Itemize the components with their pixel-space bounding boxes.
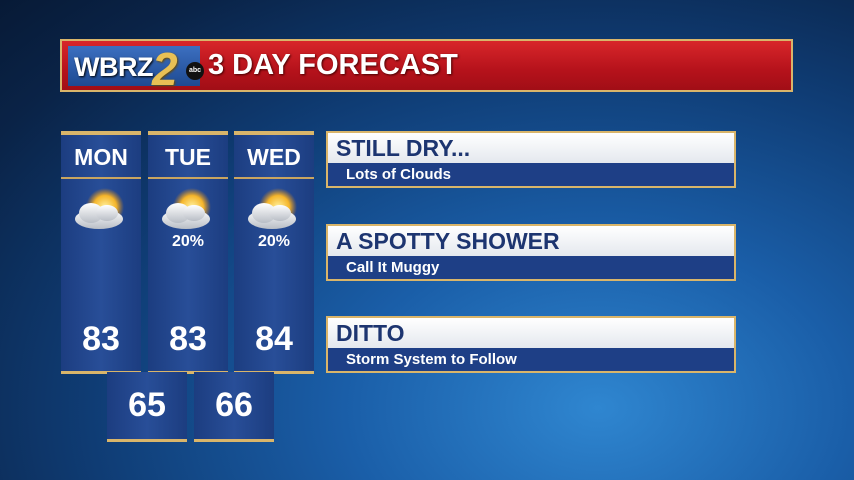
- logo-number: 2: [152, 43, 178, 95]
- day-label: WED: [234, 135, 314, 179]
- high-temp: 83: [169, 320, 207, 358]
- day-column-tue: TUE 20% 83: [148, 131, 228, 374]
- forecast-header: WBRZ 2 abc 3 DAY FORECAST: [60, 39, 793, 95]
- low-temp-tue: 66: [194, 372, 274, 442]
- precip-chance: 20%: [257, 233, 291, 250]
- forecast-panel-1: STILL DRY... Lots of Clouds: [326, 131, 736, 188]
- forecast-panel-2: A SPOTTY SHOWER Call It Muggy: [326, 224, 736, 281]
- day-column-mon: MON 83: [61, 131, 141, 374]
- partly-cloudy-icon: [248, 188, 297, 229]
- panel-headline: STILL DRY...: [336, 135, 471, 161]
- panel-subtext: Call It Muggy: [346, 259, 440, 276]
- precip-chance: 20%: [171, 233, 205, 250]
- panel-headline: DITTO: [336, 320, 405, 346]
- partly-cloudy-icon: [162, 188, 211, 229]
- station-logo: WBRZ 2 abc: [68, 43, 204, 95]
- day-column-wed: WED 20% 84: [234, 131, 314, 374]
- page-title: 3 DAY FORECAST: [208, 49, 458, 81]
- panel-subtext: Lots of Clouds: [346, 166, 451, 183]
- logo-text: WBRZ: [74, 52, 153, 82]
- day-label: TUE: [148, 135, 228, 179]
- panel-headline: A SPOTTY SHOWER: [336, 228, 560, 254]
- partly-cloudy-icon: [75, 188, 124, 229]
- forecast-panel-3: DITTO Storm System to Follow: [326, 316, 736, 373]
- high-temp: 83: [82, 320, 120, 358]
- high-temp: 84: [255, 320, 293, 358]
- abc-logo-icon: abc: [186, 62, 204, 80]
- panel-subtext: Storm System to Follow: [346, 351, 517, 368]
- low-temp-mon: 65: [107, 372, 187, 442]
- day-label: MON: [61, 135, 141, 179]
